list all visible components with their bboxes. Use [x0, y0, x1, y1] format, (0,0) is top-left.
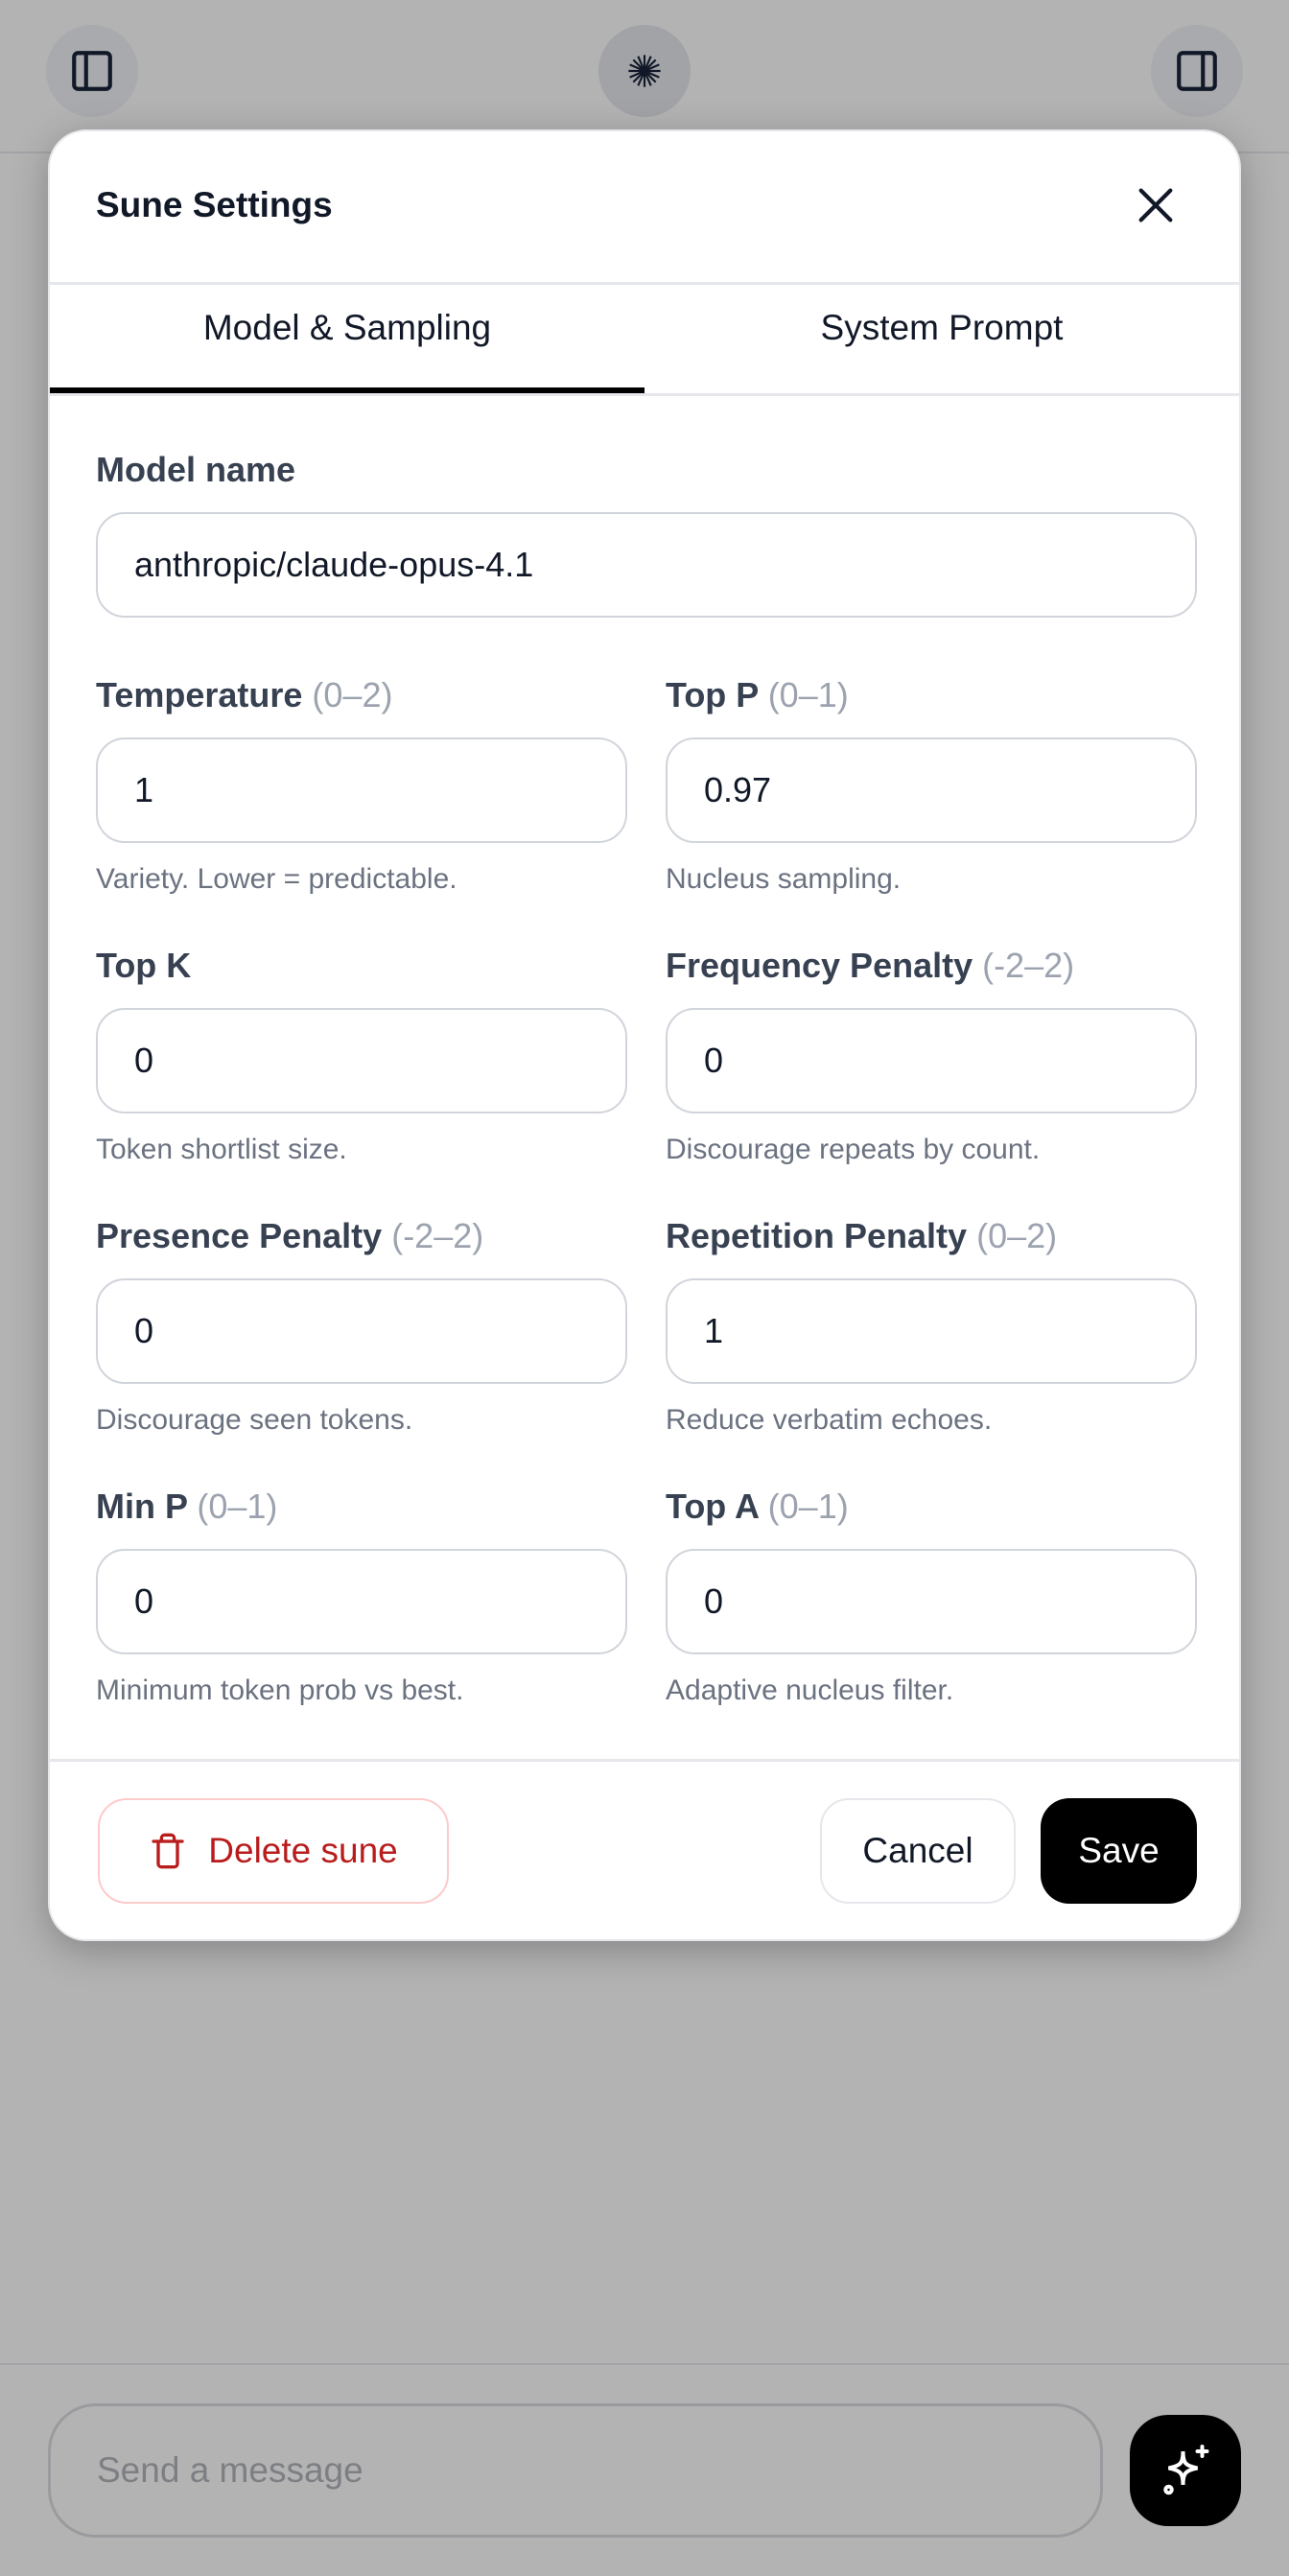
tab-system-prompt[interactable]: System Prompt [820, 308, 1064, 347]
delete-label: Delete sune [208, 1831, 398, 1870]
top-a-label-text: Top A [666, 1487, 759, 1526]
sparkles-icon [1163, 2445, 1209, 2495]
presence-penalty-range: (-2–2) [391, 1216, 484, 1255]
presence-penalty-help: Discourage seen tokens. [96, 1404, 413, 1436]
top-k-help: Token shortlist size. [96, 1134, 347, 1165]
top-a-input[interactable]: 0 [666, 1549, 1197, 1654]
top-p-help: Nucleus sampling. [666, 863, 902, 895]
tab-model-sampling[interactable]: Model & Sampling [202, 308, 492, 347]
frequency-penalty-label-text: Frequency Penalty [666, 946, 973, 985]
top-p-label: Top P (0–1) [666, 675, 849, 715]
repetition-penalty-label: Repetition Penalty (0–2) [666, 1216, 1057, 1256]
sidebar-left-icon [72, 51, 112, 91]
top-a-label: Top A (0–1) [666, 1487, 849, 1527]
repetition-penalty-help: Reduce verbatim echoes. [666, 1404, 993, 1436]
model-name-label: Model name [96, 450, 296, 489]
model-name-input[interactable]: anthropic/claude-opus-4.1 [96, 512, 1197, 618]
frequency-penalty-help: Discourage repeats by count. [666, 1134, 1041, 1165]
sune-settings-modal: Sune Settings Model & Sampling System Pr… [48, 129, 1241, 1941]
frequency-penalty-input[interactable]: 0 [666, 1008, 1197, 1113]
temperature-range: (0–2) [312, 675, 393, 714]
min-p-help: Minimum token prob vs best. [96, 1674, 464, 1706]
divider [50, 393, 1239, 396]
close-icon[interactable] [1134, 183, 1178, 227]
top-a-help: Adaptive nucleus filter. [666, 1674, 954, 1706]
top-k-label-text: Top K [96, 946, 192, 985]
presence-penalty-input[interactable]: 0 [96, 1278, 627, 1384]
min-p-input[interactable]: 0 [96, 1549, 627, 1654]
presence-penalty-label-text: Presence Penalty [96, 1216, 383, 1255]
min-p-label: Min P (0–1) [96, 1487, 277, 1527]
temperature-label: Temperature (0–2) [96, 675, 392, 715]
frequency-penalty-label: Frequency Penalty (-2–2) [666, 946, 1074, 986]
repetition-penalty-range: (0–2) [976, 1216, 1058, 1255]
top-k-input[interactable]: 0 [96, 1008, 627, 1113]
toggle-left-sidebar-button[interactable] [46, 25, 138, 117]
toggle-right-sidebar-button[interactable] [1151, 25, 1243, 117]
sparkle-burst-icon [628, 55, 661, 87]
sune-avatar-button[interactable] [598, 25, 691, 117]
composer-divider [0, 2363, 1289, 2365]
top-k-label: Top K [96, 946, 191, 986]
save-button[interactable]: Save [1041, 1798, 1197, 1904]
trash-icon [152, 1833, 184, 1869]
top-p-label-text: Top P [666, 675, 759, 714]
top-a-range: (0–1) [767, 1487, 849, 1526]
repetition-penalty-label-text: Repetition Penalty [666, 1216, 968, 1255]
active-tab-indicator [50, 387, 644, 393]
top-p-range: (0–1) [767, 675, 849, 714]
temperature-help: Variety. Lower = predictable. [96, 863, 457, 895]
presence-penalty-label: Presence Penalty (-2–2) [96, 1216, 483, 1256]
min-p-range: (0–1) [197, 1487, 278, 1526]
temperature-label-text: Temperature [96, 675, 303, 714]
min-p-label-text: Min P [96, 1487, 188, 1526]
modal-title: Sune Settings [96, 185, 333, 224]
repetition-penalty-input[interactable]: 1 [666, 1278, 1197, 1384]
delete-sune-button[interactable]: Delete sune [98, 1798, 449, 1904]
top-p-input[interactable]: 0.97 [666, 738, 1197, 843]
frequency-penalty-range: (-2–2) [982, 946, 1075, 985]
footer-divider [50, 1759, 1239, 1762]
sidebar-right-icon [1177, 51, 1217, 91]
message-input[interactable]: Send a message [48, 2403, 1103, 2538]
divider [50, 282, 1239, 285]
cancel-button[interactable]: Cancel [820, 1798, 1016, 1904]
send-button[interactable] [1130, 2415, 1241, 2526]
temperature-input[interactable]: 1 [96, 738, 627, 843]
